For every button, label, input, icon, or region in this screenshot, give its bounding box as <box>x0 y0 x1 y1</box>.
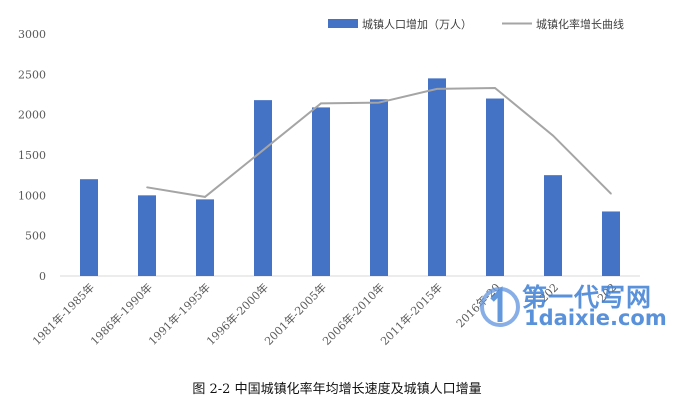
line-point <box>494 87 496 89</box>
bar <box>486 98 504 277</box>
bars <box>80 78 620 277</box>
bar <box>196 199 214 276</box>
x-tick-label: 1986年-1990年 <box>87 280 155 348</box>
legend-label-line: 城镇化率增长曲线 <box>536 17 624 31</box>
y-tick-label: 0 <box>39 270 46 283</box>
y-axis: 0 500 1000 1500 2000 2500 3000 <box>18 28 46 283</box>
x-tick-label: 1996年-2000年 <box>203 280 271 348</box>
line-point <box>262 149 264 151</box>
bar <box>312 107 330 276</box>
legend-label-bar: 城镇人口增加（万人） <box>362 17 472 31</box>
legend-swatch-bar <box>328 19 358 28</box>
y-tick-label: 3000 <box>18 28 46 41</box>
watermark-en: 1daixie.com <box>524 306 667 330</box>
line-point <box>436 88 438 90</box>
line-point <box>146 186 148 189</box>
bar <box>428 78 446 276</box>
watermark: 第一代写网 1daixie.com <box>478 276 668 334</box>
x-tick-label: 1981年-1985年 <box>29 280 97 348</box>
bar <box>138 195 156 276</box>
line-point <box>552 134 554 137</box>
x-tick-label: 2001年-2005年 <box>261 280 329 348</box>
y-tick-label: 1500 <box>18 149 46 162</box>
line-point <box>610 192 612 195</box>
watermark-cn: 第一代写网 <box>522 283 653 312</box>
bar <box>544 175 562 276</box>
y-tick-label: 500 <box>25 230 46 243</box>
line-point <box>204 196 206 198</box>
x-tick-label: 1991年-1995年 <box>145 280 213 348</box>
legend: 城镇人口增加（万人） 城镇化率增长曲线 <box>328 17 624 31</box>
line-point <box>320 102 322 105</box>
bar <box>370 99 388 276</box>
x-tick-label: 2006年-2010年 <box>319 280 387 348</box>
bar <box>602 211 620 276</box>
y-tick-label: 2500 <box>18 68 46 81</box>
line-series <box>146 86 612 198</box>
watermark-logo-icon <box>480 285 520 327</box>
y-tick-label: 1000 <box>18 189 46 202</box>
figure-caption: 图 2-2 中国城镇化率年均增长速度及城镇人口增量 <box>192 382 482 397</box>
line-point <box>378 101 380 104</box>
bar <box>80 179 98 276</box>
bar <box>254 100 272 276</box>
x-tick-label: 2011年-2015年 <box>377 280 445 348</box>
y-tick-label: 2000 <box>18 109 46 122</box>
